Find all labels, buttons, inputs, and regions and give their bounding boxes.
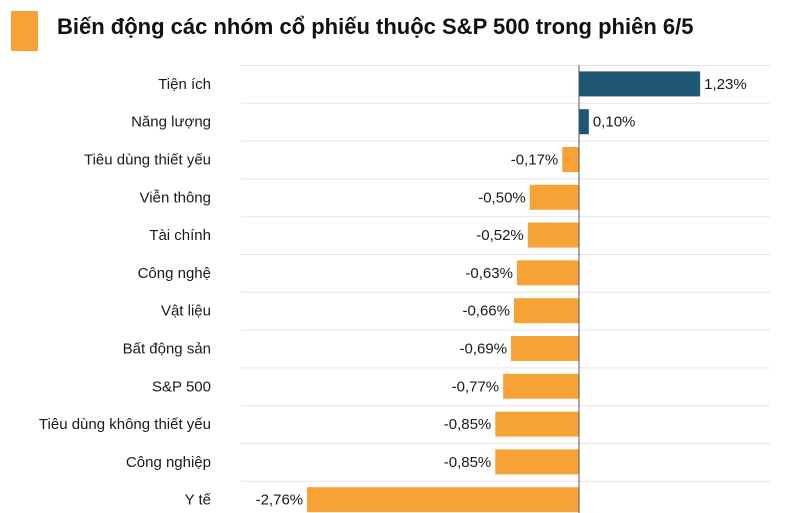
bar bbox=[511, 336, 579, 361]
category-label: Tiêu dùng không thiết yếu bbox=[39, 416, 211, 433]
category-label: Năng lượng bbox=[131, 114, 211, 131]
category-label: Tài chính bbox=[149, 227, 211, 244]
category-label: Vật liệu bbox=[161, 303, 211, 320]
bar bbox=[495, 411, 579, 437]
value-label: -0,66% bbox=[462, 303, 510, 320]
category-label: Y tế bbox=[185, 492, 212, 509]
value-labels: 1,23% 0,10% -0,17% -0,50% -0,52% -0,63% -0,66%… bbox=[256, 76, 747, 509]
value-label: -0,50% bbox=[478, 189, 526, 206]
value-label: -2,76% bbox=[256, 492, 304, 509]
bar bbox=[516, 260, 579, 286]
value-label: -0,52% bbox=[476, 227, 524, 244]
category-label: Bất động sản bbox=[123, 341, 211, 358]
bar bbox=[579, 71, 701, 97]
value-label: 1,23% bbox=[704, 76, 747, 93]
bar bbox=[495, 449, 579, 475]
category-label: Viễn thông bbox=[140, 189, 211, 206]
grid-lines bbox=[241, 65, 770, 482]
category-label: Tiện ích bbox=[158, 76, 211, 93]
category-labels: Tiện ích Năng lượng Tiêu dùng thiết yếu Viễ… bbox=[39, 76, 212, 509]
category-label: Công nghệ bbox=[138, 265, 211, 282]
category-label: Công nghiệp bbox=[126, 454, 211, 471]
title-accent-bar bbox=[11, 11, 38, 51]
value-label: 0,10% bbox=[593, 114, 636, 131]
value-label: -0,69% bbox=[460, 341, 508, 358]
bar bbox=[529, 184, 579, 210]
category-label: Tiêu dùng thiết yếu bbox=[84, 152, 211, 169]
bars bbox=[307, 71, 701, 513]
value-label: -0,63% bbox=[465, 265, 513, 282]
value-label: -0,85% bbox=[444, 454, 492, 471]
bar bbox=[579, 109, 589, 135]
bar bbox=[527, 222, 579, 248]
value-label: -0,17% bbox=[511, 152, 559, 169]
chart-title: Biến động các nhóm cổ phiếu thuộc S&P 50… bbox=[57, 14, 694, 39]
value-label: -0,85% bbox=[444, 416, 492, 433]
bar bbox=[562, 147, 579, 172]
bar bbox=[503, 373, 579, 399]
bar bbox=[513, 298, 579, 324]
value-label: -0,77% bbox=[452, 378, 500, 395]
bar bbox=[307, 487, 579, 513]
category-label: S&P 500 bbox=[152, 378, 211, 395]
